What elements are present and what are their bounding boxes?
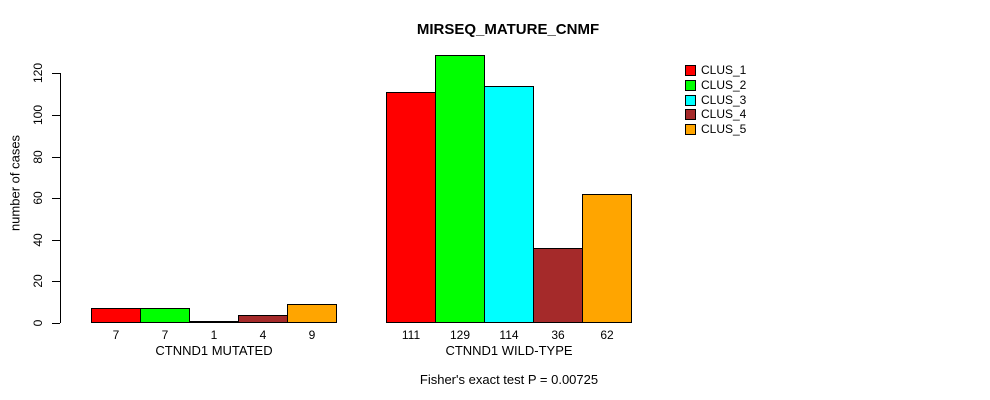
y-axis-tick-label: 20 <box>31 274 45 288</box>
bar-value-label: 36 <box>551 328 565 342</box>
legend-item: CLUS_3 <box>685 94 746 106</box>
legend-item: CLUS_5 <box>685 123 746 135</box>
y-axis-label: number of cases <box>7 134 23 232</box>
legend-label: CLUS_2 <box>701 78 747 92</box>
bar-value-label: 7 <box>161 328 169 342</box>
y-axis-tick-label: 120 <box>31 62 45 84</box>
chart-title: MIRSEQ_MATURE_CNMF <box>416 21 600 38</box>
y-axis-tick <box>52 115 60 116</box>
bar-value-label: 1 <box>210 328 218 342</box>
bar-clus_3 <box>189 321 239 323</box>
bar-clus_2 <box>140 308 190 323</box>
y-axis-tick <box>52 240 60 241</box>
legend-label: CLUS_4 <box>701 107 747 121</box>
bar-clus_5 <box>287 304 337 323</box>
legend-label: CLUS_3 <box>701 93 747 107</box>
legend-item: CLUS_1 <box>685 64 746 76</box>
x-group-label: CTNND1 MUTATED <box>155 343 273 358</box>
y-axis-tick <box>52 198 60 199</box>
legend-item: CLUS_4 <box>685 108 746 120</box>
y-axis-tick-label: 0 <box>31 319 45 327</box>
legend-swatch <box>685 64 696 76</box>
bar-value-label: 4 <box>259 328 267 342</box>
y-axis-tick-label: 80 <box>31 150 45 164</box>
y-axis-tick <box>52 323 60 324</box>
x-group-label: CTNND1 WILD-TYPE <box>445 343 573 358</box>
bar-clus_1 <box>386 92 436 323</box>
legend-label: CLUS_5 <box>701 122 747 136</box>
legend-swatch <box>685 79 696 91</box>
bar-clus_4 <box>238 315 288 323</box>
legend-swatch <box>685 94 696 106</box>
y-axis-tick-label: 60 <box>31 191 45 205</box>
legend-swatch <box>685 108 696 120</box>
fisher-test-note: Fisher's exact test P = 0.00725 <box>419 372 599 387</box>
bar-value-label: 114 <box>499 328 519 342</box>
bar-clus_4 <box>533 248 583 323</box>
bar-clus_1 <box>91 308 141 323</box>
bar-value-label: 7 <box>112 328 120 342</box>
y-axis-line <box>60 73 61 323</box>
bar-clus_5 <box>582 194 632 323</box>
bar-value-label: 129 <box>449 328 471 342</box>
bar-value-label: 62 <box>600 328 614 342</box>
y-axis-tick-label: 40 <box>31 233 45 247</box>
bar-value-label: 9 <box>308 328 316 342</box>
bar-clus_2 <box>435 55 485 323</box>
bar-clus_3 <box>484 86 534 323</box>
legend-swatch <box>685 123 696 135</box>
legend-item: CLUS_2 <box>685 79 746 91</box>
y-axis-tick <box>52 157 60 158</box>
y-axis-tick <box>52 281 60 282</box>
y-axis-tick <box>52 73 60 74</box>
bar-value-label: 111 <box>401 328 421 342</box>
legend-label: CLUS_1 <box>701 63 747 77</box>
y-axis-tick-label: 100 <box>31 104 45 126</box>
